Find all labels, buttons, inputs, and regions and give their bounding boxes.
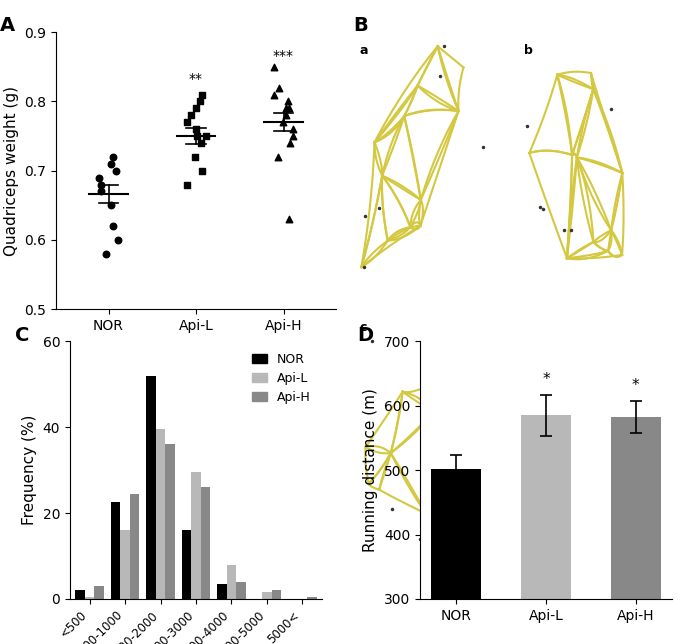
Point — [272, 152, 284, 162]
Point — [274, 82, 285, 93]
Point — [94, 173, 105, 183]
Y-axis label: Quadriceps weight (g): Quadriceps weight (g) — [4, 86, 19, 256]
Point — [194, 96, 205, 106]
Bar — [130, 494, 139, 599]
Bar — [85, 597, 95, 599]
Text: B: B — [354, 16, 368, 35]
Bar — [272, 591, 281, 599]
Bar — [94, 586, 104, 599]
Point — [96, 186, 107, 196]
Point — [96, 179, 107, 189]
Text: A: A — [0, 15, 15, 35]
Bar — [191, 472, 201, 599]
Bar — [237, 582, 246, 599]
Point — [281, 103, 292, 113]
Point — [284, 103, 295, 113]
Text: C: C — [15, 326, 29, 345]
Text: D: D — [357, 326, 373, 345]
Legend: NOR, Api-L, Api-H: NOR, Api-L, Api-H — [247, 348, 316, 409]
Point — [269, 62, 280, 72]
Bar — [611, 417, 661, 644]
Bar — [431, 469, 481, 644]
Point — [288, 124, 299, 135]
Point — [196, 166, 207, 176]
Point — [284, 214, 295, 224]
Point — [283, 96, 294, 106]
Point — [268, 90, 279, 100]
Text: b: b — [524, 44, 533, 57]
Point — [191, 131, 202, 141]
Y-axis label: Running distance (m): Running distance (m) — [363, 388, 378, 552]
Bar — [217, 584, 227, 599]
Text: *: * — [632, 379, 640, 393]
Text: ***: *** — [273, 50, 294, 63]
Point — [113, 235, 124, 245]
Point — [105, 158, 116, 169]
Bar — [111, 502, 120, 599]
Text: a: a — [360, 44, 368, 57]
Point — [197, 90, 208, 100]
Point — [108, 221, 119, 231]
Bar — [181, 530, 191, 599]
Point — [186, 110, 197, 120]
Y-axis label: Frequency (%): Frequency (%) — [22, 415, 37, 526]
Point — [190, 103, 202, 113]
Point — [195, 138, 206, 148]
Text: *: * — [542, 372, 550, 387]
Point — [100, 249, 111, 259]
Point — [105, 200, 116, 211]
Bar — [75, 591, 85, 599]
Point — [181, 179, 193, 189]
Point — [285, 138, 296, 148]
Bar — [227, 565, 237, 599]
Point — [288, 131, 299, 141]
Text: **: ** — [189, 72, 203, 86]
Point — [111, 166, 122, 176]
Bar — [522, 415, 570, 644]
Bar — [146, 375, 155, 599]
Bar — [201, 488, 211, 599]
Bar — [120, 530, 130, 599]
Point — [200, 131, 211, 141]
Bar — [155, 430, 165, 599]
Point — [189, 152, 200, 162]
Bar — [262, 592, 272, 599]
Text: c: c — [360, 321, 368, 334]
Point — [190, 124, 202, 135]
Bar — [307, 597, 317, 599]
Point — [280, 110, 291, 120]
Point — [277, 117, 288, 128]
Point — [181, 117, 193, 128]
Bar — [165, 444, 175, 599]
Point — [107, 152, 118, 162]
